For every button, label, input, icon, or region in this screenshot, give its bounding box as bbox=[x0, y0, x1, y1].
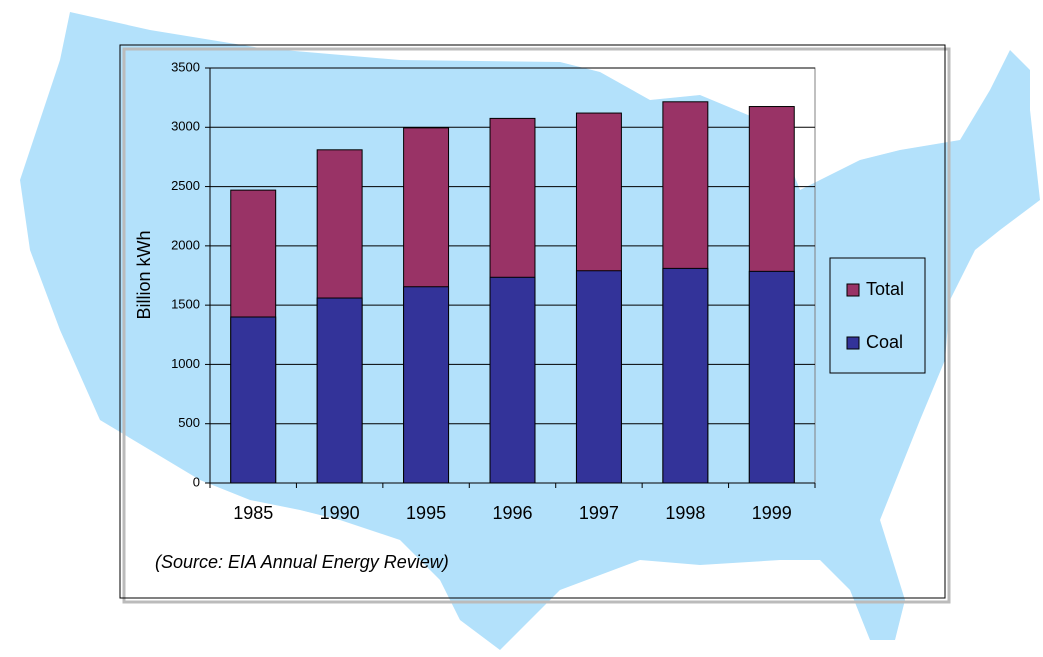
bar bbox=[489, 276, 536, 484]
x-tick-label: 1985 bbox=[233, 503, 273, 523]
legend-swatch bbox=[846, 283, 860, 297]
y-tick-label: 3000 bbox=[171, 119, 200, 134]
legend-swatch bbox=[846, 336, 860, 350]
legend-box bbox=[829, 257, 926, 374]
bar bbox=[575, 270, 622, 484]
x-tick-label: 1990 bbox=[320, 503, 360, 523]
y-tick-label: 3500 bbox=[171, 59, 200, 74]
chart-frame bbox=[119, 44, 946, 599]
bar bbox=[662, 267, 709, 484]
x-tick-label: 1996 bbox=[492, 503, 532, 523]
bar bbox=[316, 297, 363, 484]
y-tick-label: 1500 bbox=[171, 297, 200, 312]
y-tick-label: 2500 bbox=[171, 178, 200, 193]
chart-frame-shadow bbox=[122, 47, 951, 604]
legend-label: Coal bbox=[866, 332, 903, 352]
y-axis-label: Billion kWh bbox=[134, 230, 154, 319]
y-tick-label: 1000 bbox=[171, 356, 200, 371]
x-tick-label: 1995 bbox=[406, 503, 446, 523]
bar bbox=[230, 316, 277, 484]
bar bbox=[748, 270, 795, 484]
y-tick-label: 2000 bbox=[171, 237, 200, 252]
x-tick-label: 1997 bbox=[579, 503, 619, 523]
y-tick-label: 500 bbox=[178, 415, 200, 430]
x-tick-label: 1998 bbox=[665, 503, 705, 523]
y-tick-label: 0 bbox=[193, 474, 200, 489]
legend-label: Total bbox=[866, 279, 904, 299]
bar bbox=[403, 286, 450, 484]
x-tick-label: 1999 bbox=[752, 503, 792, 523]
source-note: (Source: EIA Annual Energy Review) bbox=[155, 552, 449, 572]
